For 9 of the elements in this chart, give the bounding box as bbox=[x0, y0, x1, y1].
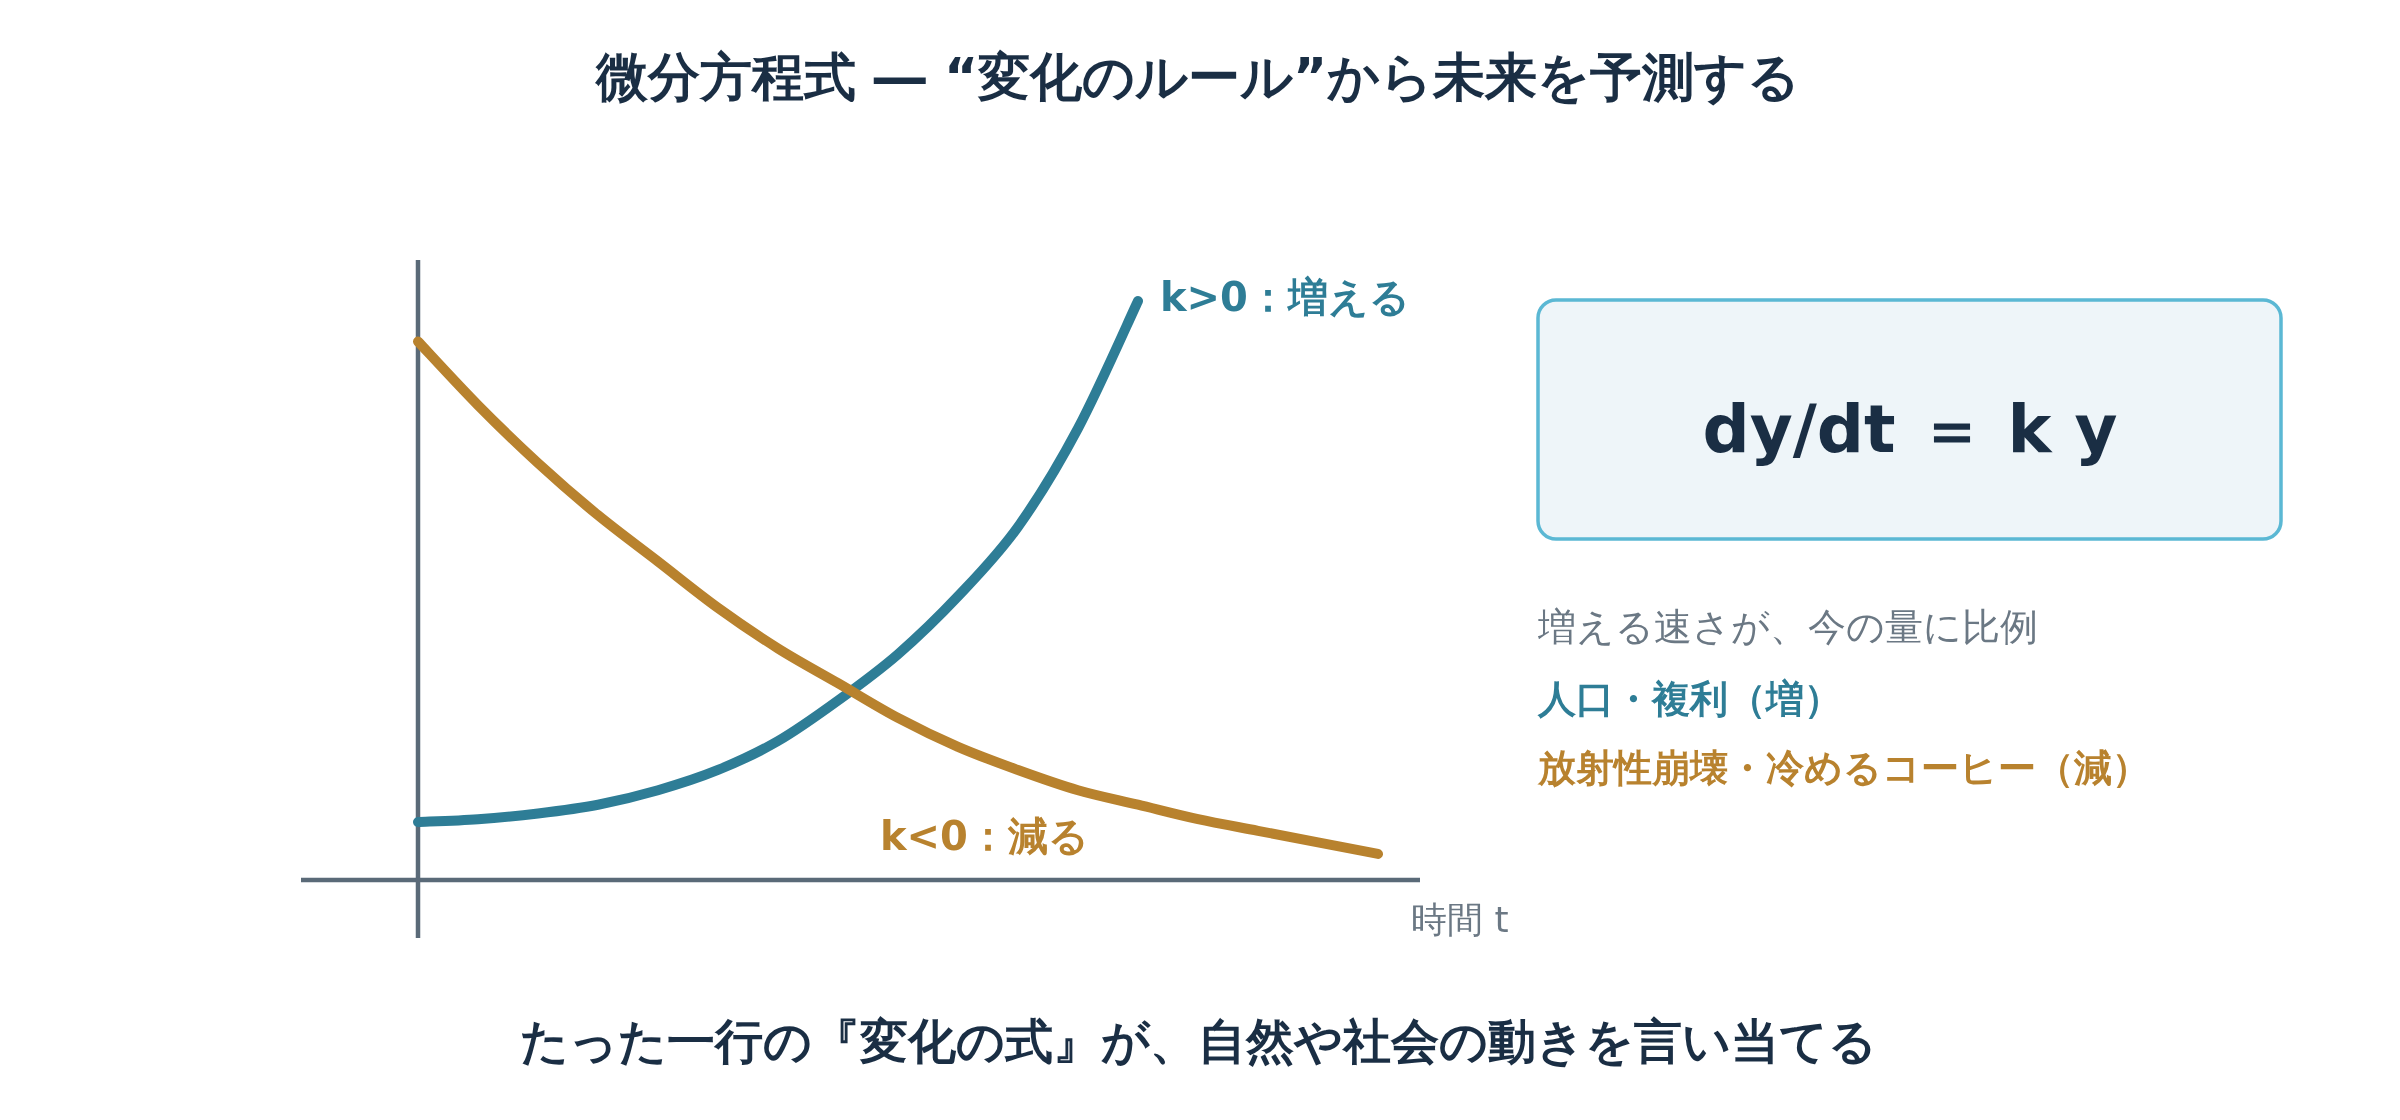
text: 放射性崩壊・冷めるコーヒー（減） bbox=[1537, 746, 2150, 790]
text: 人口・複利（増） bbox=[1537, 677, 1842, 721]
x-axis-title: 時間 t bbox=[1411, 899, 1509, 940]
series-label: k<0：減る bbox=[880, 813, 1089, 859]
chart-title: 微分方程式 ― “変化のルール”から未来を予測する bbox=[593, 47, 1801, 107]
text: たった一行の『変化の式』が、自然や社会の動きを言い当てる bbox=[519, 1013, 1877, 1069]
text: dy/dt ＝ k y bbox=[1702, 391, 2118, 468]
series-label: k>0：増える bbox=[1160, 274, 1410, 320]
text: 増える速さが、今の量に比例 bbox=[1537, 605, 2038, 649]
